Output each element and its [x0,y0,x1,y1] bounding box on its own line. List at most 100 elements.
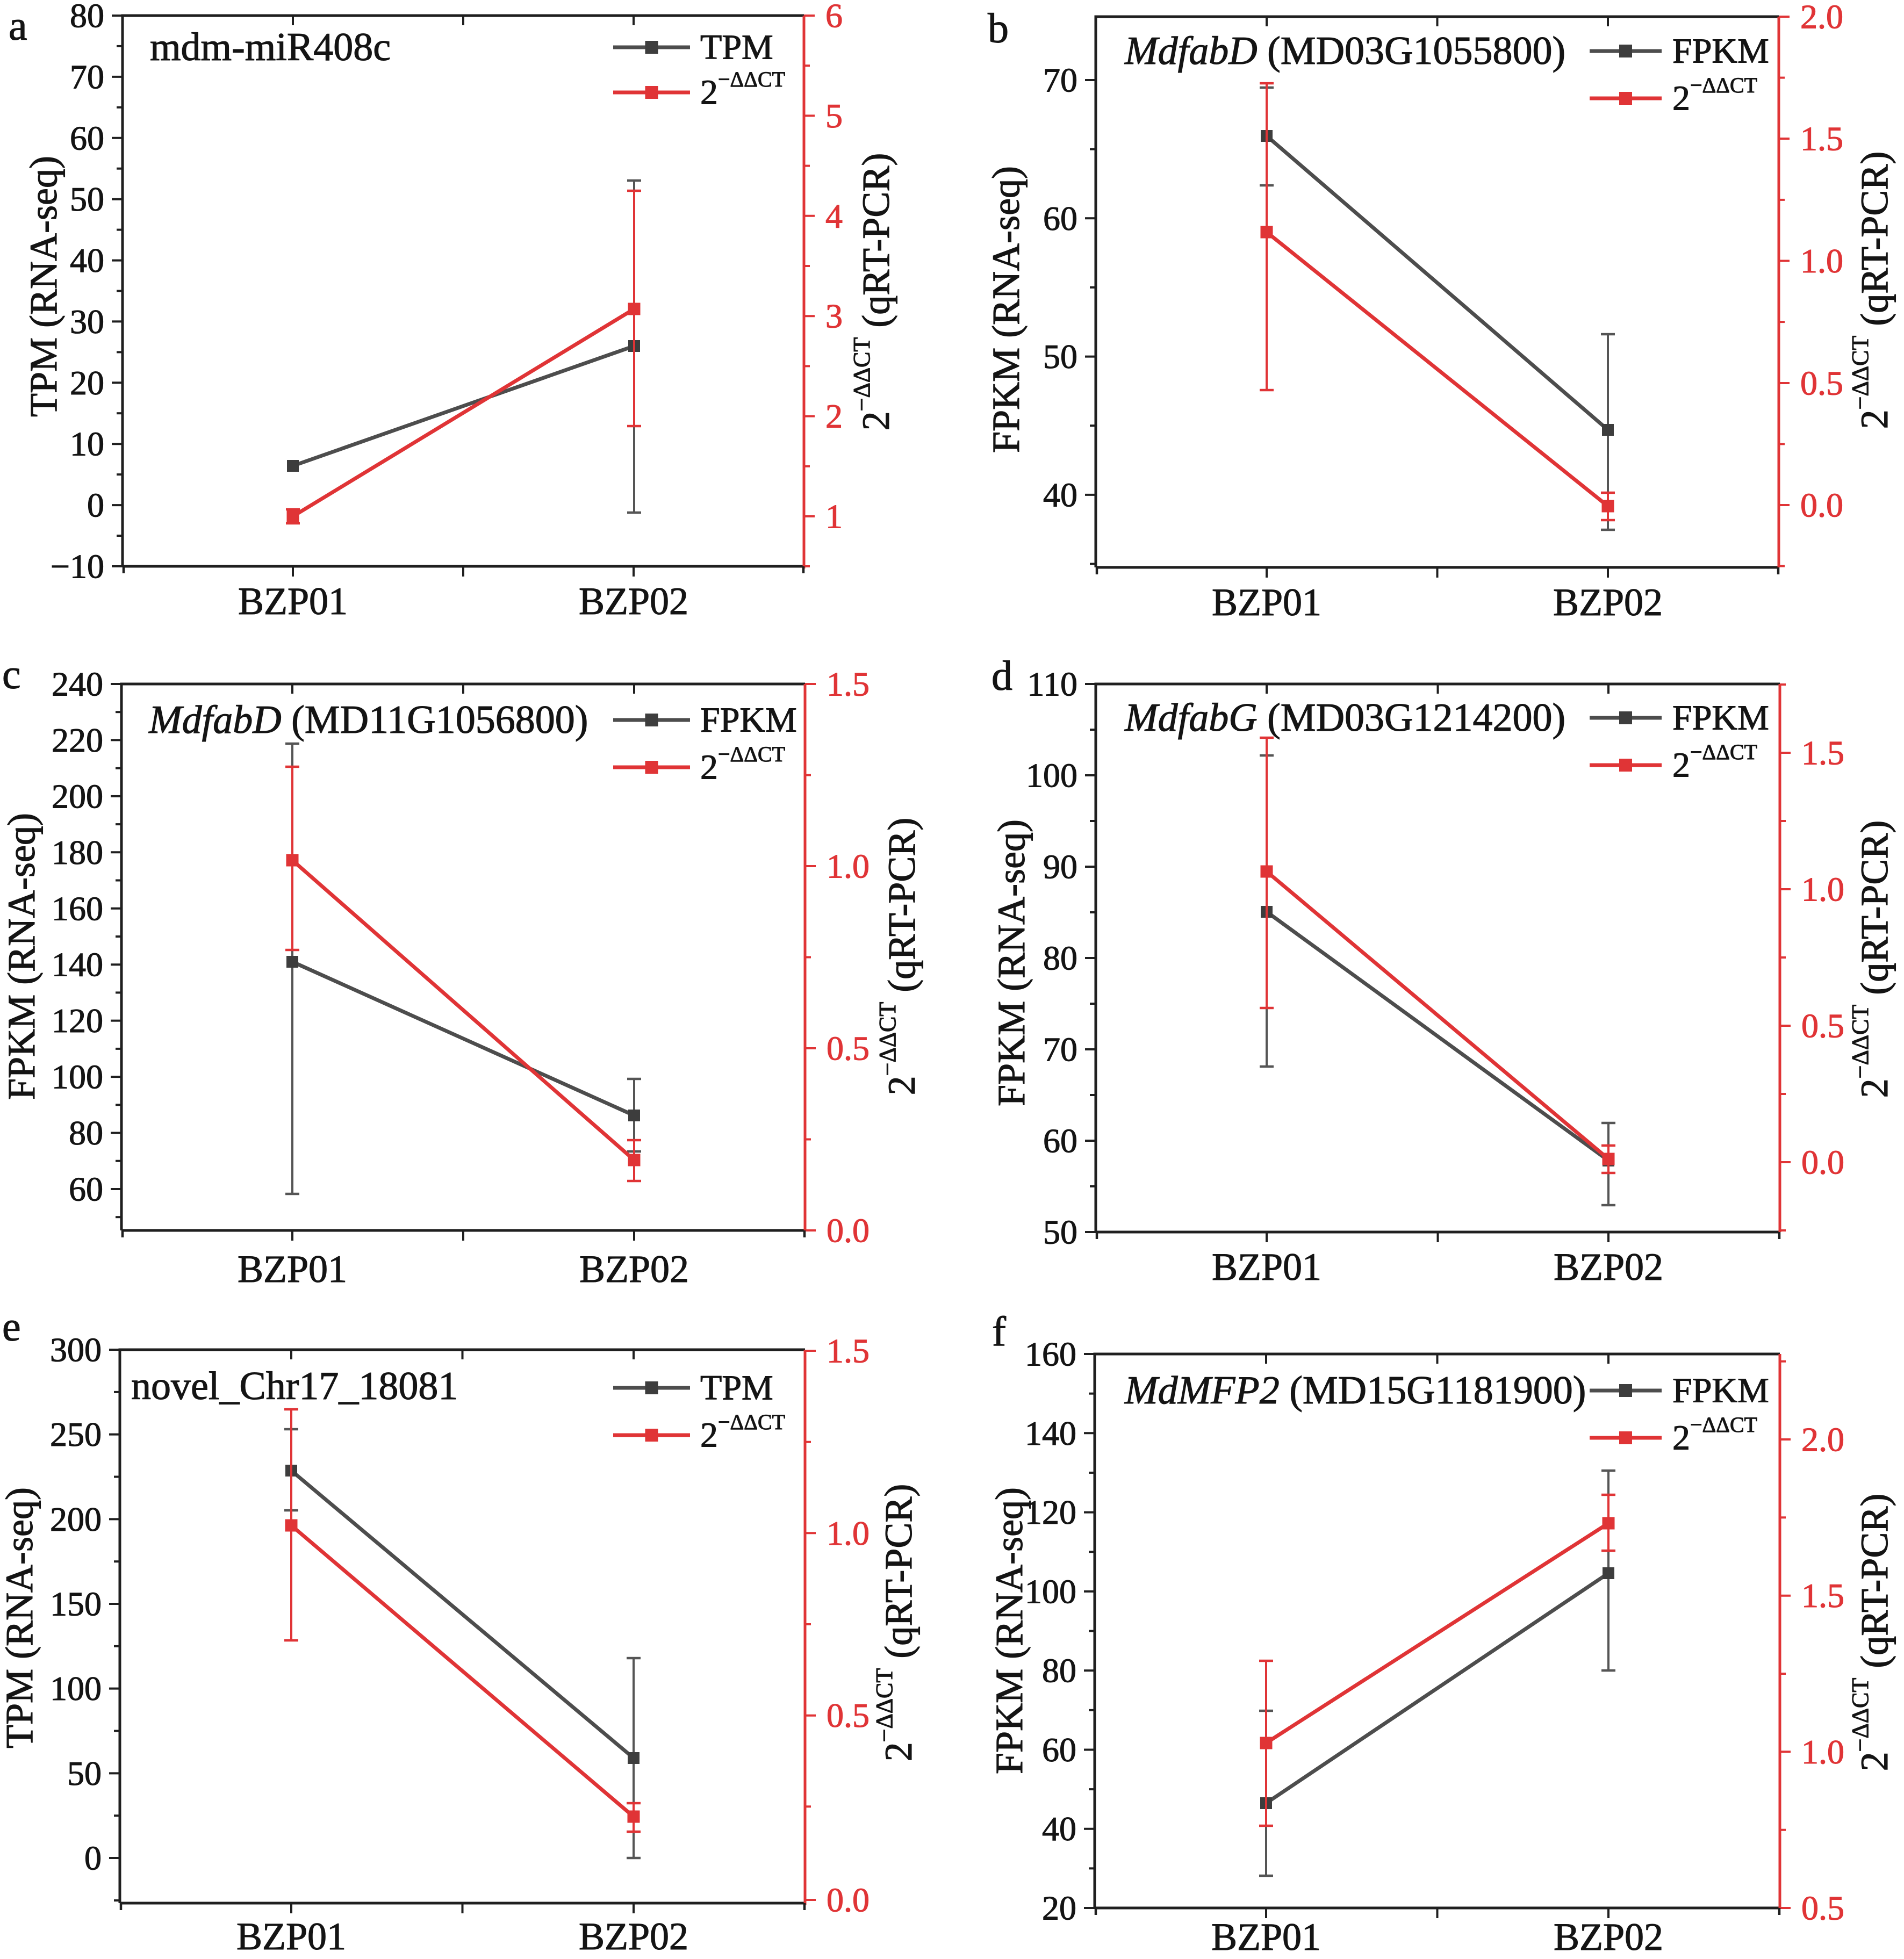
svg-text:FPKM (RNA-seq): FPKM (RNA-seq) [985,166,1028,453]
svg-text:MdfabD (MD11G1056800): MdfabD (MD11G1056800) [148,698,588,742]
svg-text:80: 80 [69,1114,103,1152]
svg-text:160: 160 [1025,1335,1076,1373]
svg-text:FPKM: FPKM [700,701,797,740]
svg-text:60: 60 [69,1170,103,1208]
svg-text:BZP01: BZP01 [238,580,348,623]
svg-text:40: 40 [1043,476,1077,514]
svg-text:180: 180 [52,833,103,872]
svg-text:4: 4 [825,197,843,235]
svg-text:80: 80 [1043,939,1077,977]
svg-text:BZP02: BZP02 [1554,1915,1663,1958]
svg-text:140: 140 [52,946,103,984]
svg-text:1.0: 1.0 [827,1514,870,1552]
svg-text:BZP01: BZP01 [238,1248,347,1291]
svg-text:0.5: 0.5 [1800,364,1843,402]
svg-text:0.5: 0.5 [1801,1007,1844,1045]
svg-text:MdfabG (MD03G1214200): MdfabG (MD03G1214200) [1124,696,1565,740]
svg-text:90: 90 [1043,848,1077,886]
svg-text:novel_Chr17_18081: novel_Chr17_18081 [131,1364,458,1408]
svg-text:2−ΔΔCT (qRT-PCR): 2−ΔΔCT (qRT-PCR) [1847,1494,1896,1771]
svg-text:BZP02: BZP02 [579,1915,688,1958]
svg-text:20: 20 [1042,1889,1076,1927]
svg-text:b: b [988,5,1009,52]
svg-text:0.0: 0.0 [827,1881,870,1919]
svg-text:150: 150 [50,1585,102,1623]
svg-text:110: 110 [1027,665,1077,703]
svg-text:f: f [992,1308,1006,1355]
svg-text:70: 70 [1043,61,1077,99]
svg-text:220: 220 [52,721,103,759]
svg-text:1.5: 1.5 [1801,734,1844,772]
svg-text:2−ΔΔCT (qRT-PCR): 2−ΔΔCT (qRT-PCR) [874,818,924,1096]
svg-text:BZP01: BZP01 [1212,1245,1321,1288]
svg-text:2.0: 2.0 [1800,0,1843,36]
svg-text:mdm-miR408c: mdm-miR408c [150,25,391,69]
svg-text:FPKM (RNA-seq): FPKM (RNA-seq) [990,819,1033,1106]
svg-text:50: 50 [67,1754,102,1792]
svg-text:2.0: 2.0 [1801,1421,1844,1459]
svg-text:1.0: 1.0 [1801,1733,1844,1771]
svg-text:120: 120 [52,1002,103,1040]
svg-text:6: 6 [825,0,843,35]
svg-text:a: a [9,2,27,49]
svg-text:70: 70 [70,57,104,96]
svg-text:50: 50 [1043,1213,1077,1251]
svg-text:0: 0 [87,486,104,524]
svg-text:TPM (RNA-seq): TPM (RNA-seq) [22,156,65,417]
svg-text:0.5: 0.5 [1801,1889,1844,1927]
svg-text:50: 50 [1043,337,1077,376]
svg-text:3: 3 [825,297,843,335]
svg-text:30: 30 [70,303,104,341]
svg-text:100: 100 [50,1669,102,1708]
svg-text:60: 60 [1043,199,1077,237]
svg-text:BZP02: BZP02 [1553,581,1663,624]
svg-text:100: 100 [52,1058,103,1096]
svg-text:100: 100 [1025,1572,1076,1610]
svg-text:1.0: 1.0 [1800,242,1843,280]
svg-text:70: 70 [1043,1031,1077,1069]
svg-text:140: 140 [1025,1414,1076,1452]
svg-text:2: 2 [825,397,843,435]
svg-text:c: c [2,651,21,697]
svg-text:BZP01: BZP01 [236,1915,346,1958]
svg-text:240: 240 [52,665,103,703]
svg-text:TPM: TPM [700,28,773,67]
svg-text:120: 120 [1025,1493,1076,1531]
svg-text:BZP02: BZP02 [579,580,688,623]
svg-text:TPM (RNA-seq): TPM (RNA-seq) [0,1487,41,1748]
svg-text:1.0: 1.0 [827,847,870,885]
svg-text:0.0: 0.0 [827,1212,870,1250]
svg-text:10: 10 [70,425,104,463]
svg-text:200: 200 [50,1500,102,1538]
svg-text:TPM: TPM [700,1369,773,1408]
svg-text:1.5: 1.5 [1800,120,1843,158]
svg-text:2−ΔΔCT: 2−ΔΔCT [700,742,785,787]
svg-text:e: e [2,1303,21,1350]
svg-text:2−ΔΔCT: 2−ΔΔCT [1672,73,1757,118]
svg-text:0: 0 [84,1839,102,1877]
svg-text:100: 100 [1026,757,1077,795]
svg-text:1.5: 1.5 [827,665,870,703]
svg-text:80: 80 [1042,1652,1076,1690]
svg-text:5: 5 [825,97,843,135]
svg-text:60: 60 [1042,1731,1076,1769]
svg-text:80: 80 [70,0,104,35]
svg-text:−10: −10 [51,548,104,586]
svg-text:20: 20 [70,364,104,402]
svg-text:0.0: 0.0 [1800,486,1843,524]
svg-text:FPKM: FPKM [1672,698,1769,738]
svg-text:0.5: 0.5 [827,1696,870,1734]
svg-text:MdMFP2 (MD15G1181900): MdMFP2 (MD15G1181900) [1124,1369,1586,1413]
svg-text:BZP01: BZP01 [1211,1915,1321,1958]
svg-text:0.5: 0.5 [827,1029,870,1068]
svg-text:40: 40 [70,241,104,279]
svg-text:FPKM: FPKM [1672,1371,1769,1410]
svg-text:FPKM: FPKM [1672,32,1769,71]
svg-text:1.5: 1.5 [1801,1576,1844,1615]
svg-text:1: 1 [825,498,843,536]
svg-text:0.0: 0.0 [1801,1143,1844,1182]
svg-text:FPKM (RNA-seq): FPKM (RNA-seq) [988,1487,1031,1774]
svg-text:FPKM (RNA-seq): FPKM (RNA-seq) [0,813,43,1100]
svg-text:160: 160 [52,889,103,927]
svg-text:250: 250 [50,1415,102,1453]
